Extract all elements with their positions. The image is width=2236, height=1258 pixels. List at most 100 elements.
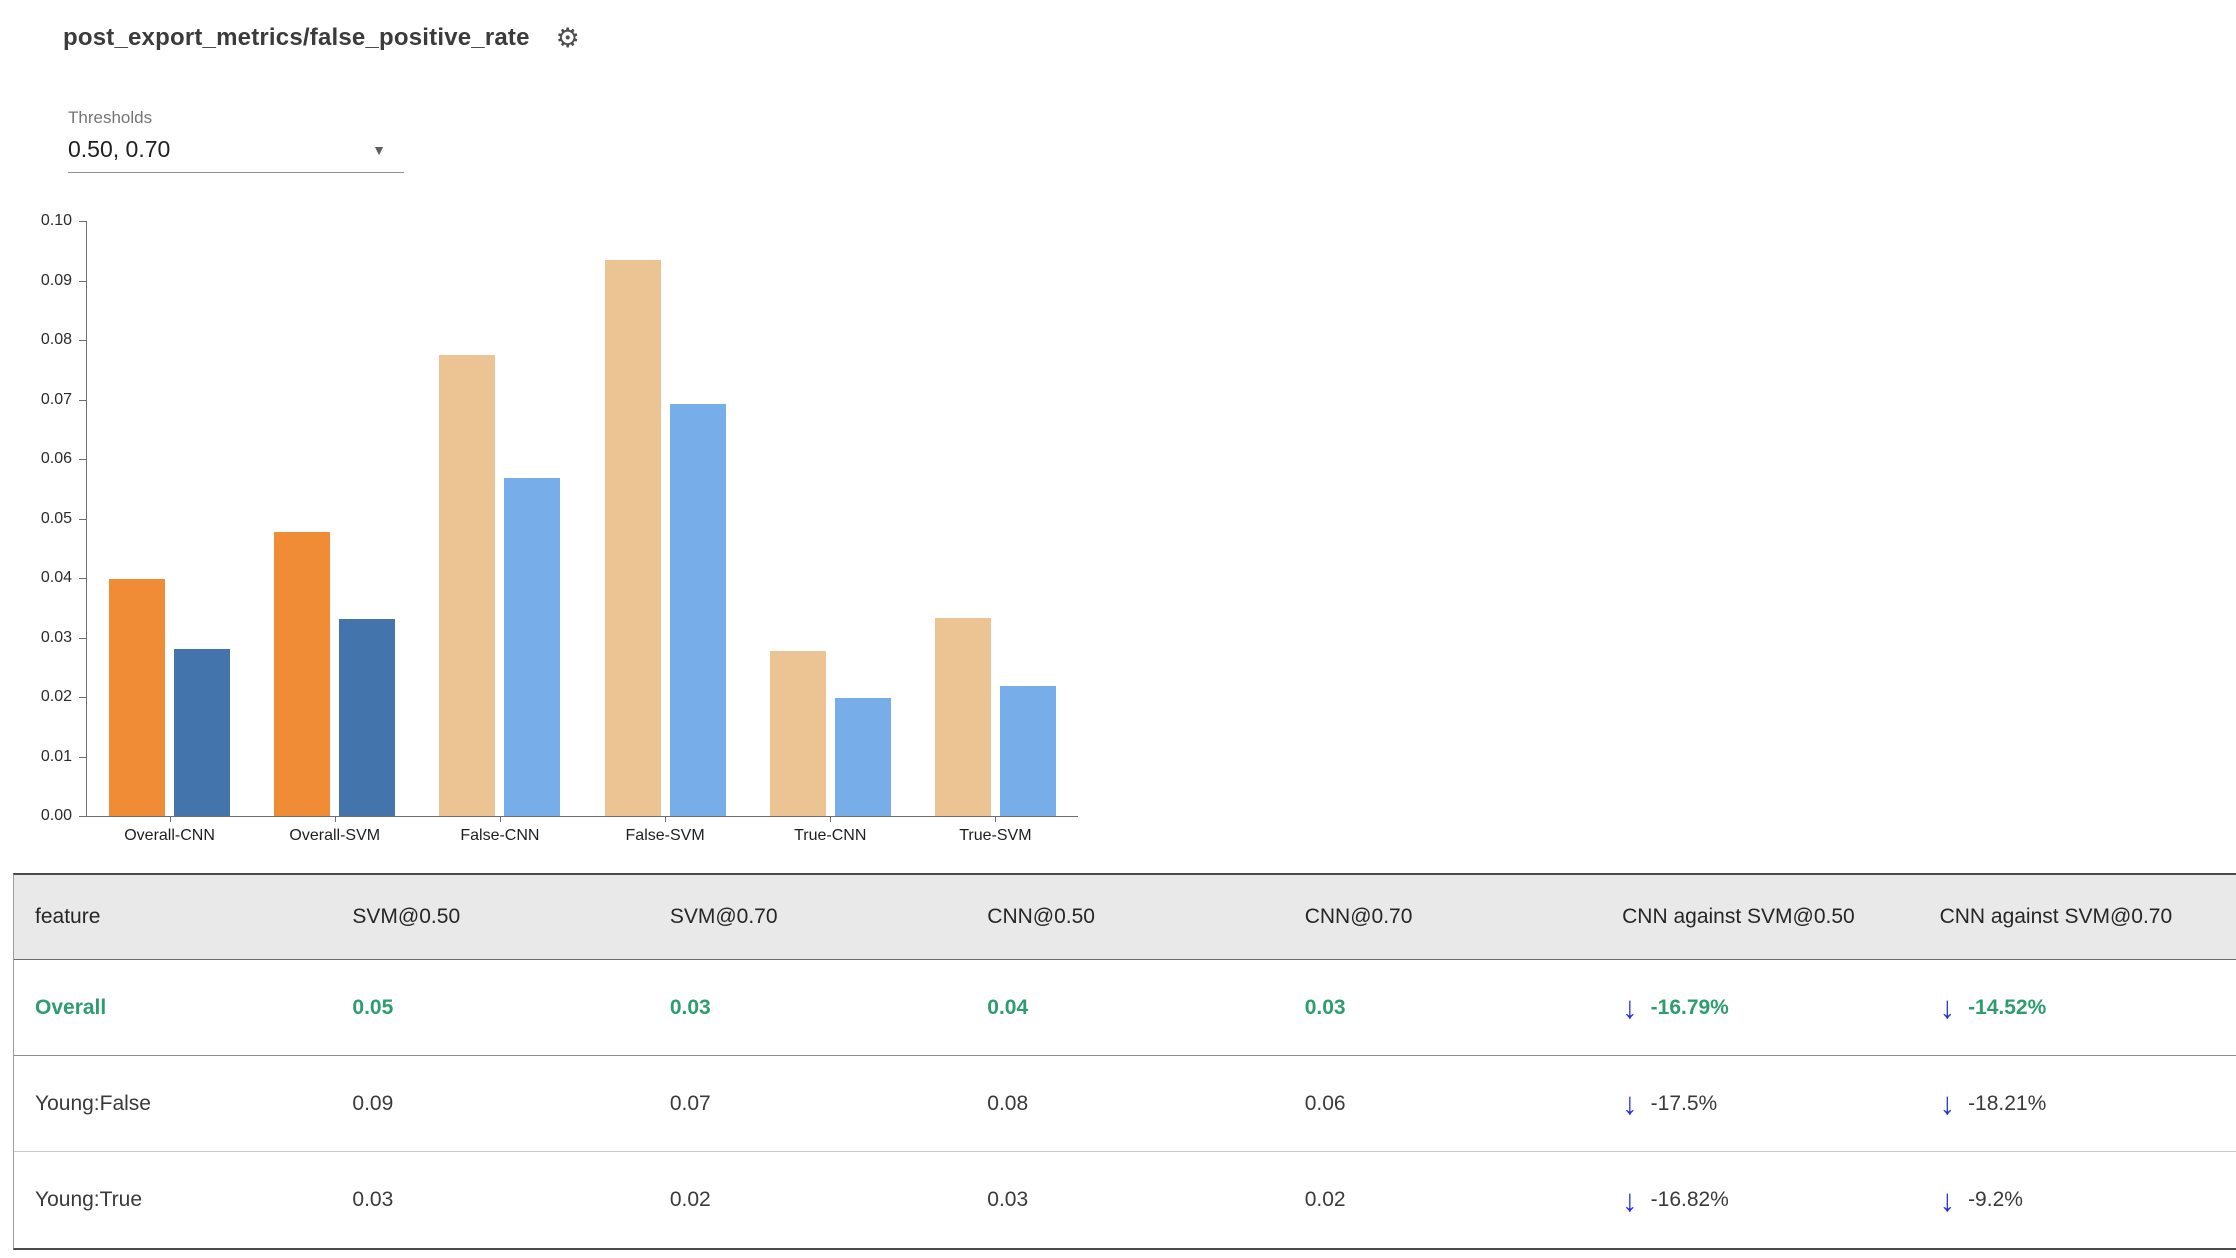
x-axis-tick-mark xyxy=(830,816,832,822)
y-axis-tick-label: 0.02 xyxy=(40,688,72,705)
down-arrow-icon: ↓ xyxy=(1622,1086,1638,1121)
down-arrow-icon: ↓ xyxy=(1939,1182,1956,1218)
y-axis-tick-mark xyxy=(79,578,86,579)
y-axis-tick-label: 0.09 xyxy=(40,271,72,289)
bar-overall-cnn-at-0.70[interactable] xyxy=(174,648,231,816)
x-axis-tick-mark xyxy=(665,816,667,822)
table-row[interactable]: Young:True 0.03 0.02 0.03 0.02 ↓ -16.82% ↓ -9.2% xyxy=(14,1152,2236,1248)
x-axis-tick-mark xyxy=(334,816,336,822)
x-axis-category-label: False-CNN xyxy=(460,827,540,844)
bar-overall-cnn-at-0.50[interactable] xyxy=(109,579,166,816)
header: post_export_metrics/false_positive_rate … xyxy=(63,24,580,52)
y-axis-tick-mark xyxy=(79,221,86,222)
y-axis-tick-mark xyxy=(79,459,86,460)
metric-value-cell: 0.03 xyxy=(1304,995,1346,1019)
thresholds-label: Thresholds xyxy=(68,108,153,127)
y-axis-tick-label: 0.03 xyxy=(40,628,72,646)
comparison-cell: ↓ -18.21% xyxy=(1919,1088,2236,1119)
settings-gear-icon[interactable]: ⚙ xyxy=(555,22,580,53)
bar-chart-plot-area: Overall-CNN Overall-SVM False-CNN False-SVM… xyxy=(79,221,1078,844)
column-header[interactable]: CNN against SVM@0.50 xyxy=(1622,905,1855,928)
table-header-row: feature SVM@0.50 SVM@0.70 CNN@0.50 CNN@0.70 C… xyxy=(14,875,2236,960)
metric-value-cell: 0.02 xyxy=(669,1188,711,1211)
comparison-value: -9.2% xyxy=(1968,1188,2023,1211)
feature-cell: Young:False xyxy=(35,1091,151,1115)
y-axis-tick-label: 0.07 xyxy=(40,390,72,408)
metric-value-cell: 0.07 xyxy=(669,1091,711,1115)
y-axis-tick-mark xyxy=(79,816,86,817)
comparison-value: -16.82% xyxy=(1650,1188,1729,1211)
x-axis-tick-mark xyxy=(169,816,171,822)
comparison-cell: ↓ -17.5% xyxy=(1601,1088,1918,1119)
y-axis-tick-mark xyxy=(79,280,86,282)
x-axis-tick-mark xyxy=(499,816,501,822)
metric-value-cell: 0.09 xyxy=(352,1091,394,1115)
metric-value-cell: 0.03 xyxy=(669,995,711,1019)
bar-true-svm-at-0.70[interactable] xyxy=(999,686,1056,816)
column-header[interactable]: feature xyxy=(35,905,101,928)
feature-cell: Young:True xyxy=(35,1188,143,1211)
thresholds-selected-value: 0.50, 0.70 xyxy=(68,136,171,162)
y-axis-tick-mark xyxy=(79,756,86,758)
column-header[interactable]: SVM@0.70 xyxy=(669,905,778,928)
comparison-cell: ↓ -9.2% xyxy=(1919,1185,2236,1216)
bar-false-cnn-at-0.50[interactable] xyxy=(439,354,496,816)
y-axis-tick-mark xyxy=(79,399,86,401)
y-axis-tick-label: 0.08 xyxy=(40,331,72,348)
metric-value-cell: 0.03 xyxy=(987,1188,1029,1211)
metric-value-cell: 0.02 xyxy=(1304,1188,1346,1211)
bar-true-svm-at-0.50[interactable] xyxy=(934,617,991,816)
comparison-value: -18.21% xyxy=(1968,1091,2047,1115)
y-axis-tick-mark xyxy=(79,518,86,520)
bar-true-cnn-at-0.50[interactable] xyxy=(769,650,826,816)
column-header[interactable]: CNN@0.70 xyxy=(1304,905,1413,928)
column-header[interactable]: CNN@0.50 xyxy=(987,905,1095,928)
chevron-down-icon: ▼ xyxy=(372,141,386,158)
table-row[interactable]: Overall 0.05 0.03 0.04 0.03 ↓ -16.79% ↓ -14.52% xyxy=(14,960,2236,1056)
x-axis-category-label: True-SVM xyxy=(959,827,1032,844)
bar-false-svm-at-0.50[interactable] xyxy=(604,259,661,816)
metric-value-cell: 0.06 xyxy=(1304,1091,1346,1115)
y-axis-tick-label: 0.00 xyxy=(40,807,72,824)
x-axis-category-label: False-SVM xyxy=(625,827,705,844)
metrics-table: feature SVM@0.50 SVM@0.70 CNN@0.50 CNN@0.70 C… xyxy=(13,873,2236,1250)
bar-true-cnn-at-0.70[interactable] xyxy=(834,697,891,816)
metric-value-cell: 0.08 xyxy=(987,1091,1029,1115)
column-header[interactable]: SVM@0.50 xyxy=(352,905,461,928)
comparison-cell: ↓ -16.82% xyxy=(1601,1185,1918,1216)
down-arrow-icon: ↓ xyxy=(1939,1086,1956,1121)
comparison-value: -16.79% xyxy=(1650,995,1729,1019)
x-axis-tick-mark xyxy=(995,816,997,822)
bar-false-cnn-at-0.70[interactable] xyxy=(504,478,561,816)
page-title: post_export_metrics/false_positive_rate xyxy=(63,24,530,51)
y-axis-tick-mark xyxy=(79,340,86,341)
down-arrow-icon: ↓ xyxy=(1622,1182,1638,1218)
down-arrow-icon: ↓ xyxy=(1939,990,1956,1025)
down-arrow-icon: ↓ xyxy=(1622,990,1638,1025)
y-axis-tick-label: 0.04 xyxy=(40,569,72,586)
bar-false-svm-at-0.70[interactable] xyxy=(669,403,726,816)
table-body: Overall 0.05 0.03 0.04 0.03 ↓ -16.79% ↓ -14.52% Y… xyxy=(14,960,2236,1248)
comparison-value: -14.52% xyxy=(1968,995,2047,1019)
y-axis-tick-label: 0.05 xyxy=(40,509,72,527)
comparison-cell: ↓ -16.79% xyxy=(1601,992,1918,1023)
table-row[interactable]: Young:False 0.09 0.07 0.08 0.06 ↓ -17.5% ↓ -18.2… xyxy=(14,1056,2236,1152)
y-axis-tick-label: 0.06 xyxy=(40,450,72,467)
y-axis-tick-label: 0.01 xyxy=(40,747,72,765)
bar-overall-svm-at-0.70[interactable] xyxy=(339,619,396,816)
feature-cell: Overall xyxy=(35,995,107,1019)
y-axis-tick-mark xyxy=(79,697,86,698)
x-axis-category-label: True-CNN xyxy=(794,827,867,844)
thresholds-value-row[interactable]: 0.50, 0.70 ▼ xyxy=(68,136,404,173)
bar-overall-svm-at-0.50[interactable] xyxy=(274,532,331,816)
thresholds-dropdown[interactable]: Thresholds 0.50, 0.70 ▼ xyxy=(68,108,404,173)
x-axis-category-label: Overall-SVM xyxy=(289,827,381,844)
comparison-value: -17.5% xyxy=(1650,1091,1718,1115)
comparison-cell: ↓ -14.52% xyxy=(1919,992,2236,1023)
x-axis-category-label: Overall-CNN xyxy=(124,827,215,844)
y-axis-tick-mark xyxy=(79,637,86,639)
column-header[interactable]: CNN against SVM@0.70 xyxy=(1939,905,2173,928)
metric-value-cell: 0.05 xyxy=(352,995,394,1019)
y-axis-tick-label: 0.10 xyxy=(40,212,72,229)
chart-y-axis: 0.00 0.01 0.02 0.03 0.04 0.05 0.06 0.07 0.08 0.09… xyxy=(0,212,86,824)
